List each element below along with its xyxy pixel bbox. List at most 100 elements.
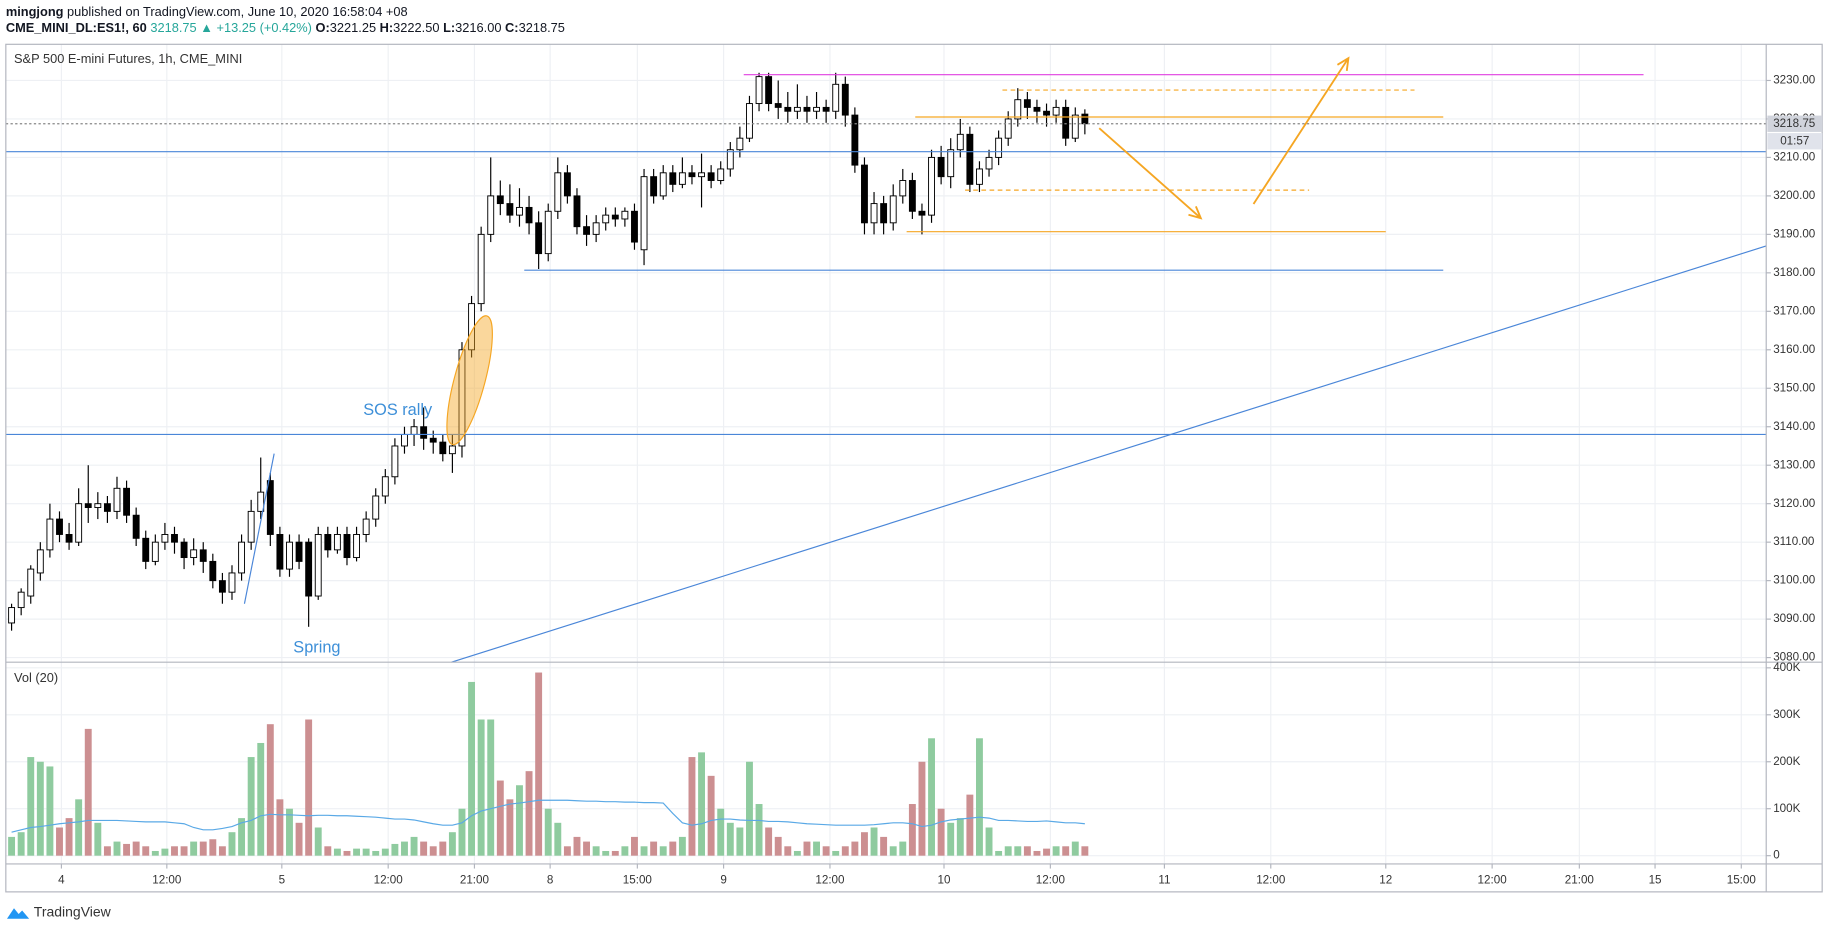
candle-body <box>928 156 935 216</box>
price: 3218.75 <box>150 21 196 36</box>
volume-bar <box>611 850 619 856</box>
volume-bar <box>592 846 600 856</box>
x-tick-label: 9 <box>720 873 726 886</box>
volume-bar <box>822 846 830 856</box>
volume-bar <box>525 771 533 856</box>
highlight-ellipse <box>446 315 493 446</box>
volume-bar <box>132 841 140 856</box>
candle-body <box>621 210 629 220</box>
y-tick-label: 3160.00 <box>1773 343 1816 356</box>
volume-bar <box>889 846 897 856</box>
published: published on TradingView.com, June 10, 2… <box>67 4 408 19</box>
candle-body <box>381 476 389 497</box>
candle-body <box>803 106 811 112</box>
countdown-box <box>1767 133 1823 150</box>
volume-bar <box>631 836 638 856</box>
brand-logo <box>6 908 30 919</box>
volume-bar <box>46 766 54 856</box>
candle-body <box>65 534 73 543</box>
axes: 4 12:00 5 12:00 21:00 8 15:00 9 12:00 10 12:00 11 12… <box>5 43 1823 893</box>
candle-body <box>113 487 121 512</box>
candle-body <box>439 441 447 455</box>
annotation: SOS rally <box>363 401 433 419</box>
author: mingjong <box>6 4 64 19</box>
volume-bar <box>918 761 926 856</box>
candle-body <box>123 487 131 516</box>
candle-body <box>75 503 83 543</box>
volume-bar <box>1033 850 1041 856</box>
candle-body <box>161 534 169 543</box>
volume-bar <box>688 757 696 856</box>
volume-bar <box>1052 846 1060 856</box>
y-tick-label: 3130.00 <box>1773 458 1816 471</box>
y-tick-label: 3180.00 <box>1773 266 1816 279</box>
candle-body <box>535 222 543 255</box>
volume-bar <box>640 846 648 856</box>
volume-bar <box>841 846 849 856</box>
ohlc-value: 3216.00 <box>455 21 501 36</box>
candle-body <box>429 437 437 443</box>
y-tick-label: 3170.00 <box>1773 304 1816 317</box>
candle-body <box>611 214 619 220</box>
volume-bar <box>928 738 935 856</box>
symbol: CME_MINI_DL:ES1!, 60 <box>6 21 147 36</box>
volume-bar <box>1081 846 1089 856</box>
volume-bar <box>1071 841 1079 856</box>
volume-bar <box>698 752 705 856</box>
y-tick-label: 3140.00 <box>1773 420 1816 433</box>
price-pane <box>8 72 1089 631</box>
volume-bar <box>1014 846 1022 856</box>
candle-body <box>698 172 705 178</box>
candle-body <box>573 195 581 228</box>
volume-bar <box>401 841 408 856</box>
candle-body <box>746 103 753 139</box>
candle-body <box>880 203 888 224</box>
y-tick-label: 3100.00 <box>1773 574 1816 587</box>
candle-body <box>142 537 150 562</box>
volume-bar <box>238 818 246 856</box>
x-tick-label: 21:00 <box>1565 873 1595 886</box>
volume-bar <box>976 738 983 856</box>
volume-bar <box>190 841 198 856</box>
volume-bar <box>123 843 131 856</box>
volume-bar <box>8 836 16 856</box>
volume-ma-line <box>11 799 1085 833</box>
candle-body <box>563 172 571 197</box>
annotation: Spring <box>293 639 340 657</box>
candle-body <box>516 206 523 216</box>
candle-body <box>1033 106 1041 112</box>
candle-body <box>286 541 293 570</box>
candle-body <box>94 503 102 509</box>
volume-bar <box>113 841 121 856</box>
x-tick-label: 12:00 <box>152 873 182 886</box>
volume-bar <box>353 848 361 856</box>
candle-body <box>736 137 744 151</box>
volume-bar <box>707 775 715 856</box>
x-tick-label: 12 <box>1379 873 1392 886</box>
y-tick-label: 3210.00 <box>1773 150 1816 163</box>
candle-body <box>362 518 370 535</box>
volume-bar <box>305 719 313 856</box>
volume-bar <box>1004 846 1012 856</box>
volume-bar <box>563 846 571 856</box>
candle-body <box>410 426 418 435</box>
trend-line <box>451 245 1767 663</box>
volume-bar <box>84 728 92 856</box>
x-tick-label: 10 <box>938 873 951 886</box>
candle-body <box>937 156 945 178</box>
volume-bar <box>343 850 351 856</box>
volume-bar <box>171 846 178 856</box>
volume-bar <box>554 822 562 856</box>
volume-bar <box>218 846 226 856</box>
volume-bar <box>774 836 782 856</box>
volume-bar <box>784 846 792 856</box>
candle-body <box>458 349 466 447</box>
candle-body <box>1043 110 1050 116</box>
volume-bar <box>161 848 169 856</box>
y-tick-label: 3230.00 <box>1773 74 1816 87</box>
candle-body <box>640 176 648 251</box>
volume-bar <box>487 719 495 856</box>
y-tick-label: 3120.00 <box>1773 497 1816 510</box>
candle-body <box>956 133 964 151</box>
volume-bar <box>496 780 504 856</box>
